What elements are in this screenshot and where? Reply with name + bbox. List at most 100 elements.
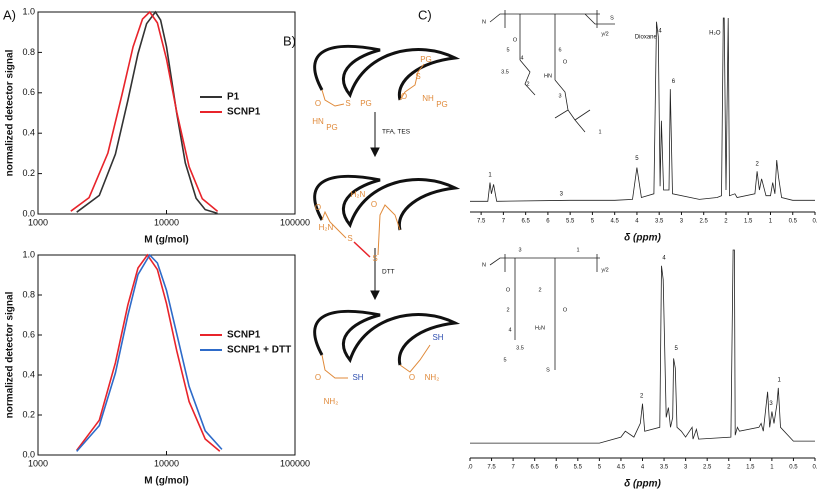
legend-label: SCNP1 + DTT: [227, 345, 291, 356]
peak-annotation: 4: [658, 29, 662, 35]
y-tick-label: 0.8: [22, 47, 35, 57]
peak-annotation: H₂O: [709, 31, 721, 37]
x-tick-label: 0.5: [789, 465, 798, 471]
scheme-atom-label: SH: [352, 373, 363, 382]
x-tick-label: 5: [598, 465, 602, 471]
y-axis-label: normalized detector signal: [5, 291, 16, 418]
peak-annotation: Dioxane: [635, 34, 658, 40]
y-axis-label: normalized detector signal: [5, 49, 16, 176]
data-line: [76, 253, 221, 452]
x-tick-label: 6.5: [521, 219, 530, 225]
x-tick-label: 0.: [812, 465, 817, 471]
structure-label: y/2: [601, 31, 608, 37]
structure-label: H₂N: [535, 325, 545, 331]
x-tick-label: 100000: [280, 458, 310, 468]
x-axis-label: M (g/mol): [144, 235, 188, 246]
x-tick-label: 3: [680, 219, 684, 225]
data-line: [76, 253, 223, 452]
x-tick-label: 7.5: [487, 465, 496, 471]
structure-label: 5: [506, 47, 509, 53]
scheme-atom-label: S: [345, 99, 350, 108]
spectrum-line: [470, 17, 815, 202]
structure-label: 4: [520, 55, 523, 61]
structure-label: N: [482, 262, 486, 268]
x-tick-label: 4.5: [611, 219, 620, 225]
x-axis-label: δ (ppm): [624, 479, 661, 490]
scheme-atom-label: S: [372, 254, 377, 263]
structure-label: S: [610, 15, 614, 21]
y-tick-label: 0.2: [22, 409, 35, 419]
x-tick-label: 7: [511, 465, 515, 471]
y-tick-label: 0.0: [22, 208, 35, 218]
scheme-atom-label: S: [415, 72, 420, 81]
x-tick-label: 1000: [28, 217, 48, 227]
peak-annotation: 3: [560, 191, 564, 197]
y-tick-label: 1.0: [22, 6, 35, 16]
scheme-atom-label: O: [409, 373, 415, 382]
structure-label: 5: [503, 357, 506, 363]
x-axis-label: δ (ppm): [624, 233, 661, 244]
x-tick-label: 10000: [154, 217, 179, 227]
structure-label: 1: [598, 129, 601, 135]
panel-label: C): [418, 7, 432, 22]
x-tick-label: 6.5: [531, 465, 540, 471]
peak-annotation: 1: [778, 378, 782, 384]
x-tick-label: 5: [591, 219, 595, 225]
structure-label: N: [482, 19, 486, 25]
x-tick-label: 5.5: [566, 219, 575, 225]
y-tick-label: 0.4: [22, 369, 35, 379]
scheme-atom-label: H₂N: [319, 223, 334, 232]
scheme-sidechain: [321, 63, 431, 379]
reaction-condition: DTT: [382, 269, 395, 276]
y-tick-label: 0.2: [22, 168, 35, 178]
x-tick-label: 1.5: [746, 465, 755, 471]
scheme-atom-label: PG: [420, 55, 432, 64]
scheme-atom-label: PG: [326, 123, 338, 132]
reaction-arrow: [370, 112, 380, 301]
x-tick-label: 1: [769, 219, 773, 225]
scheme-atom-label: NH: [422, 94, 434, 103]
data-line: [76, 10, 218, 215]
structure-label: HN: [544, 73, 552, 79]
scheme-atom-label: H₂N: [351, 190, 366, 199]
peak-annotation: 6: [672, 79, 676, 85]
scheme-atom-label: S: [347, 234, 352, 243]
x-tick-label: 1000: [28, 458, 48, 468]
x-tick-label: 3: [684, 465, 688, 471]
structure-label: 2: [506, 307, 509, 313]
data-line: [70, 10, 219, 213]
y-tick-label: 0.8: [22, 289, 35, 299]
legend-label: P1: [227, 92, 240, 103]
scheme-atom-label: O: [315, 373, 321, 382]
x-tick-label: 7.5: [477, 219, 486, 225]
x-tick-label: 10000: [154, 458, 179, 468]
scheme-backbone: [313, 44, 461, 366]
x-tick-label: 4.5: [617, 465, 626, 471]
panel-label: A): [3, 7, 16, 22]
panel-label: B): [283, 33, 296, 48]
peak-annotation: 5: [674, 346, 678, 352]
x-tick-label: 4: [641, 465, 645, 471]
x-tick-label: 1.5: [744, 219, 753, 225]
x-tick-label: 3.5: [655, 219, 664, 225]
scheme-atom-label: PG: [436, 100, 448, 109]
x-tick-label: 0.: [812, 219, 817, 225]
structure-label: 6: [558, 47, 561, 53]
structure-sketch: [489, 10, 615, 370]
peak-annotation: 2: [755, 161, 759, 167]
scheme-atom-label: O: [315, 99, 321, 108]
reaction-condition: TFA, TES: [382, 129, 411, 136]
peak-annotation: 1: [488, 173, 492, 179]
x-tick-label: 7: [502, 219, 506, 225]
scheme-atom-label: O: [371, 200, 377, 209]
scheme-atom-label: O: [315, 203, 321, 212]
structure-label: 2: [538, 287, 541, 293]
spectrum-line: [470, 249, 815, 444]
y-tick-label: 1.0: [22, 249, 35, 259]
x-tick-label: 5.5: [574, 465, 583, 471]
structure-label: 3.5: [516, 345, 524, 351]
y-tick-label: 0.4: [22, 128, 35, 138]
y-tick-label: 0.6: [22, 329, 35, 339]
structure-label: 4: [508, 327, 511, 333]
